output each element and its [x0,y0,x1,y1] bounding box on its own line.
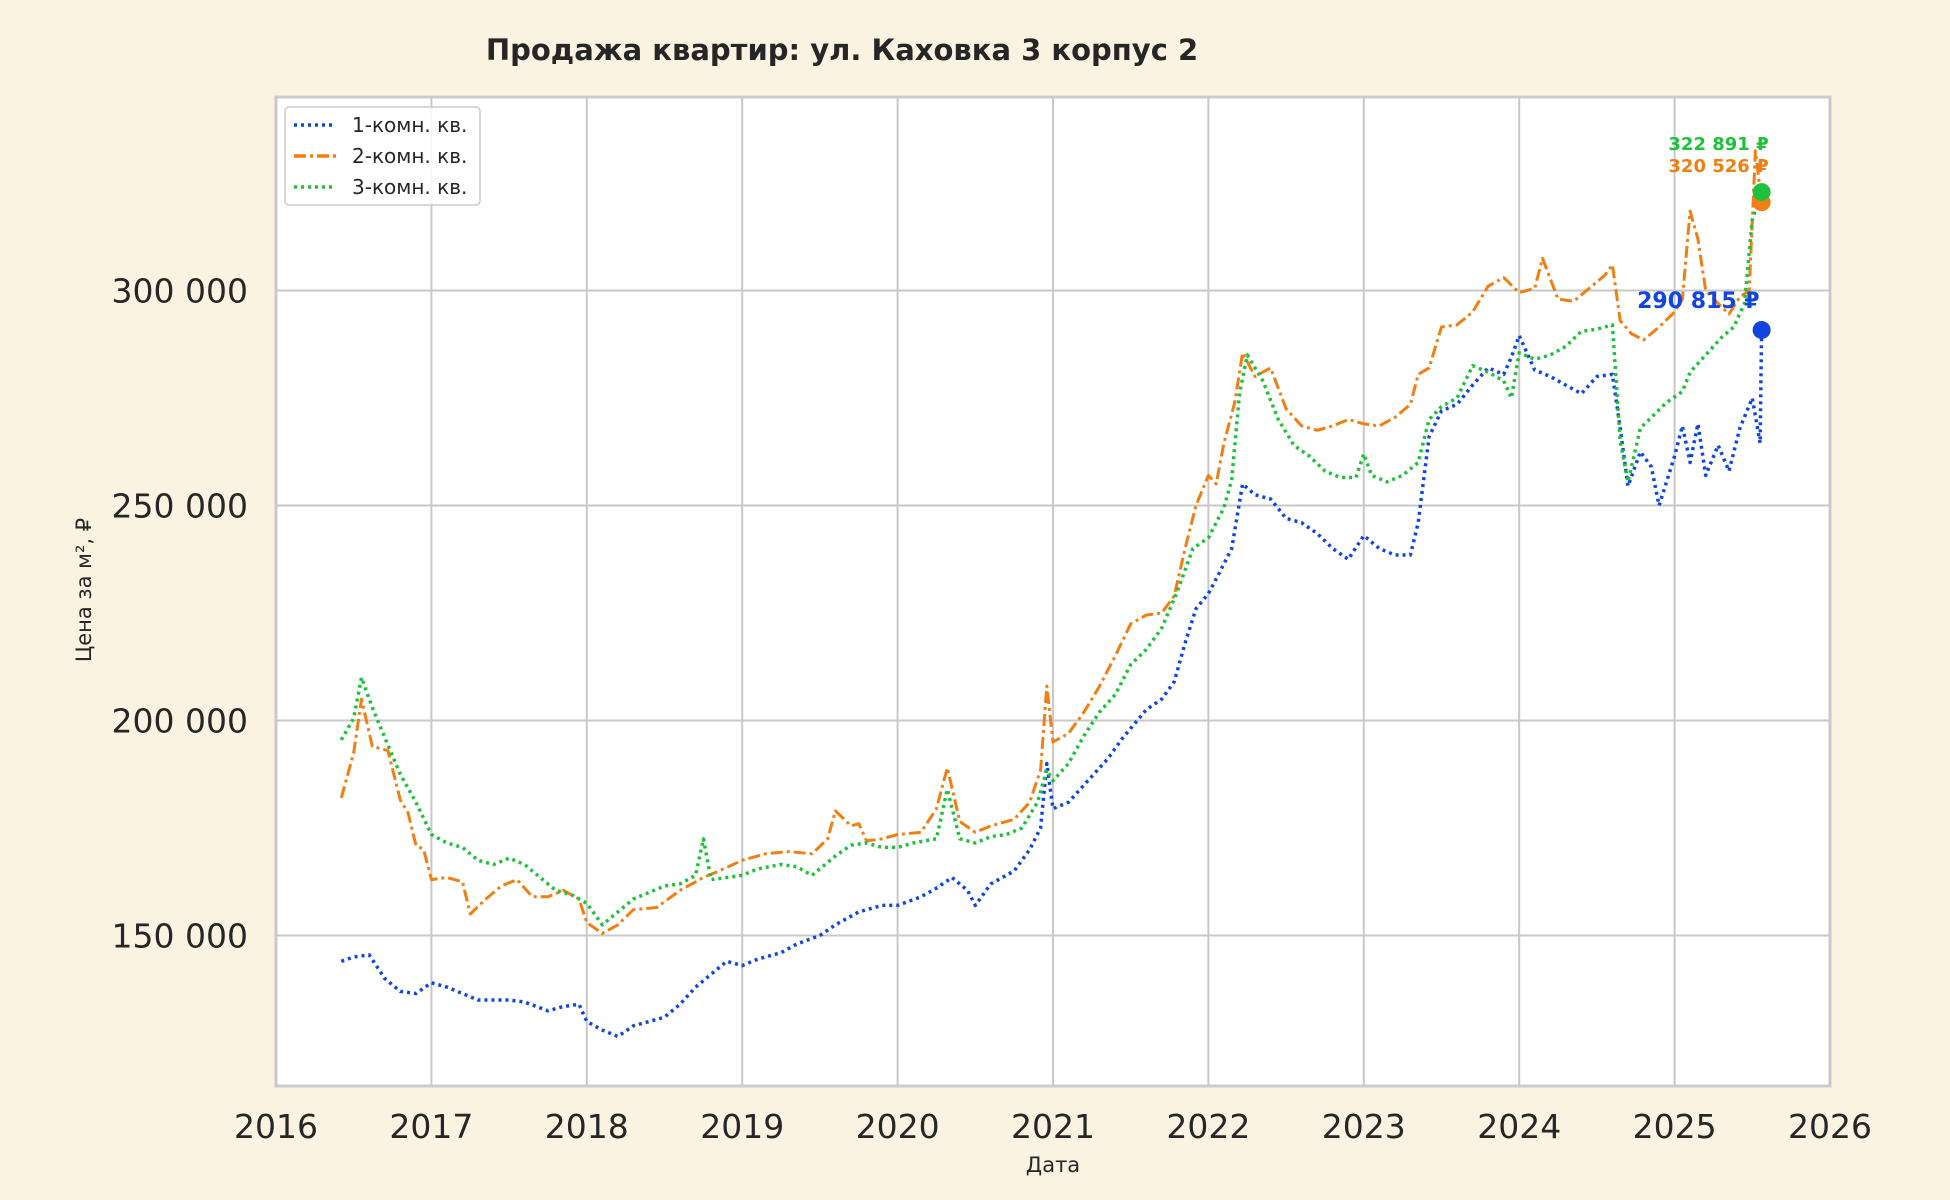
x-tick-label: 2020 [856,1107,940,1146]
x-tick-label: 2023 [1322,1107,1406,1146]
grid [275,97,1831,1086]
legend: 1-комн. кв. 2-комн. кв. 3-комн. кв. [284,106,481,206]
series-lines [339,149,1764,1039]
series-endpoint-marker [1752,183,1771,202]
y-tick-label: 200 000 [112,702,248,741]
legend-box [284,106,481,206]
x-axis-label: Дата [1026,1153,1080,1177]
series-end-label: 320 526 ₽ [1668,156,1768,177]
x-tick-labels: 2016 2017 2018 2019 2020 2021 2022 2023 2024 2025… [234,1107,1872,1146]
y-tick-label: 300 000 [112,272,248,311]
legend-label: 2-комн. кв. [352,144,467,168]
series-endpoint-marker [1752,320,1771,339]
x-tick-label: 2021 [1011,1107,1095,1146]
y-tick-labels: 150 000 200 000 250 000 300 000 [112,272,248,956]
x-tick-label: 2024 [1477,1107,1561,1146]
x-tick-label: 2017 [389,1107,473,1146]
x-tick-label: 2019 [700,1107,784,1146]
series-endpoints: 290 815 ₽ 320 526 ₽322 891 ₽ [1637,134,1771,339]
legend-label: 3-комн. кв. [352,175,467,199]
y-axis-label: Цена за м², ₽ [72,518,96,662]
y-tick-label: 150 000 [112,917,248,956]
series-line [340,329,1764,1039]
series-end-label: 290 815 ₽ [1637,289,1759,314]
chart-title: Продажа квартир: ул. Каховка 3 корпус 2 [486,33,1198,67]
y-tick-label: 250 000 [112,487,248,526]
x-tick-label: 2025 [1633,1107,1717,1146]
x-tick-label: 2016 [234,1107,318,1146]
x-tick-label: 2018 [545,1107,629,1146]
legend-label: 1-комн. кв. [352,113,467,137]
series-line [339,191,1764,927]
x-tick-label: 2026 [1788,1107,1872,1146]
series-line [339,149,1764,935]
x-tick-label: 2022 [1166,1107,1250,1146]
series-end-label: 322 891 ₽ [1668,134,1768,155]
